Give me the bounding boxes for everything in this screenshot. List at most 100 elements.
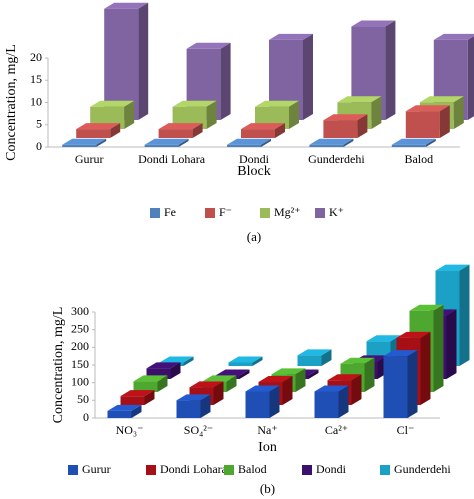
bar-side [459,264,470,366]
legend-swatch [205,208,215,218]
bar-side [371,96,382,129]
bar-side [183,356,194,366]
bar-front [314,391,339,418]
bar [391,138,436,147]
bar-top [269,33,313,40]
bar-front [383,356,408,418]
bar-front [323,120,358,138]
bar-top [159,356,194,363]
bar-top [366,335,401,342]
bar-top [120,390,155,397]
y-tick-label: 150 [71,357,89,371]
legend-swatch [315,208,325,218]
bar-side [351,374,362,405]
bar [176,394,211,418]
bar-side [446,309,457,379]
bar-side [425,138,436,147]
bar-side [282,376,293,405]
bar [245,385,280,418]
bar-side [308,369,319,379]
bar [144,138,189,147]
bar [62,138,107,147]
bar [383,350,418,418]
x-tick-label: Dondi [239,152,270,166]
bar-top [144,138,189,145]
bar-front [120,396,145,405]
bar-side [96,138,107,147]
bar-side [357,114,368,138]
bar-side [226,375,237,392]
bar-side [467,36,474,120]
legend-swatch [68,465,78,475]
bar-top [351,20,396,27]
bar-front [76,129,111,138]
x-tick-label: Gurur [75,152,104,166]
bar-side [138,2,149,120]
bar-top [383,350,418,357]
x-tick-label: NO₃⁻ [116,423,144,437]
x-tick-label: Cl⁻ [397,423,415,437]
bar-side [275,123,285,138]
bar-top [146,362,181,369]
bar-front [405,111,440,138]
bar-top [107,404,142,411]
bar-front [133,381,158,392]
bar-front [158,129,193,138]
bar-front [228,362,253,366]
bar-top [76,123,121,130]
legend-label: Mg²⁺ [274,205,301,219]
bar-front [391,144,426,147]
bar-top [228,356,263,363]
bar-front [146,368,171,379]
bar-side [170,362,181,379]
bar [228,356,263,366]
bar-top [327,374,362,381]
bar [227,138,271,147]
bar-front [245,391,270,418]
bar-side [420,331,431,405]
bar-front [241,129,275,138]
bar [241,123,285,138]
bar-side [124,100,135,129]
bar-front [62,144,97,147]
bar [323,114,368,138]
y-axis-label: Concentration, mg/L [4,44,19,161]
y-tick-label: 15 [30,72,42,86]
bar-top [202,375,237,382]
x-tick-label: Ca²⁺ [325,423,348,437]
bar-front [297,355,322,366]
legend-label: Fe [164,205,176,219]
bar-top [323,114,368,121]
legend-swatch [260,208,270,218]
bar [146,362,181,379]
bar-top [215,369,250,376]
legend-label: Balod [238,462,267,476]
bar-side [252,356,263,366]
bar-side [213,381,224,405]
bar-side [157,375,168,392]
bar-side [343,138,354,147]
bar-top [172,100,217,107]
legend-label: F⁻ [219,205,232,219]
bar-top [189,381,224,388]
bar-top [176,394,211,401]
bar-side [178,138,189,147]
legend-swatch [302,465,312,475]
bar-front [107,410,132,418]
bar-front [227,144,261,147]
y-tick-label: 0 [83,410,89,424]
bar-side [338,385,349,418]
legend-label: Dondi Lohara [160,462,228,476]
bar-side [206,100,217,129]
bar-side [385,20,396,120]
x-axis-label: Ion [258,440,277,455]
legend-swatch [380,465,390,475]
bar-side [200,394,211,418]
bar-side [131,404,142,418]
legend-label: Dondi [316,462,347,476]
bar-top [396,331,431,338]
x-tick-label: Balod [404,152,433,166]
bar-top [297,349,332,356]
bar [158,123,203,138]
